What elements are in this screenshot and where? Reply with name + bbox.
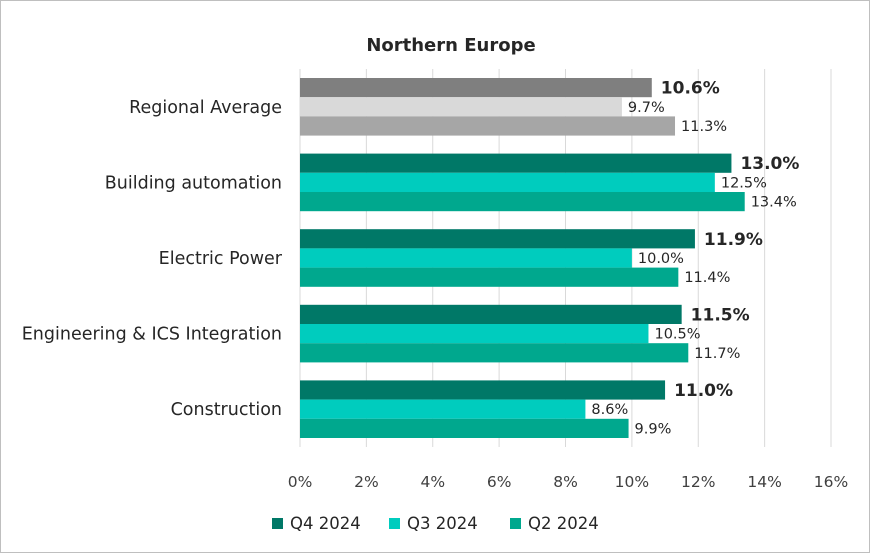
x-tick-label: 2% [354,473,379,491]
data-label: 10.6% [661,79,720,99]
x-tick-label: 10% [615,473,649,491]
legend-swatch [389,518,400,529]
value-labels: 10.6%9.7%11.3%13.0%12.5%13.4%11.9%10.0%1… [591,79,799,438]
category-labels: Regional Average Building automation Elect… [22,98,283,420]
x-tick-label: 4% [420,473,445,491]
bar-q4-2024 [300,304,682,324]
bar-q3-2024 [300,399,586,419]
x-tick-label: 14% [747,473,781,491]
legend: Q4 2024 Q3 2024 Q2 2024 [272,514,599,533]
data-label: 11.0% [674,381,733,401]
data-label: 11.5% [691,305,750,325]
category-label: Building automation [105,173,282,193]
bar-q4-2024 [300,380,666,400]
legend-label: Q4 2024 [290,514,361,533]
data-label: 11.9% [704,230,763,250]
bar-q4-2024 [300,229,695,249]
bar-q2-2024 [300,192,745,212]
bar-q2-2024 [300,343,689,363]
category-label: Electric Power [159,249,283,269]
bar-q3-2024 [300,324,649,344]
data-label: 10.0% [638,251,684,267]
data-label: 11.3% [681,119,727,135]
legend-swatch [510,518,521,529]
x-tick-label: 8% [553,473,578,491]
data-label: 13.4% [751,195,797,211]
bar-q3-2024 [300,97,622,117]
category-label: Engineering & ICS Integration [22,325,282,345]
x-tick-label: 6% [487,473,512,491]
data-label: 8.6% [591,402,628,418]
data-label: 9.9% [635,421,672,437]
x-tick-label: 16% [814,473,848,491]
bar-q4-2024 [300,153,732,173]
data-label: 12.5% [721,175,767,191]
bar-q3-2024 [300,248,632,268]
x-tick-label: 0% [288,473,313,491]
category-label: Construction [171,400,282,420]
bar-q4-2024 [300,78,652,98]
legend-label: Q3 2024 [407,514,478,533]
chart-title: Northern Europe [366,35,535,56]
data-label: 13.0% [740,154,799,174]
bar-q3-2024 [300,172,715,192]
bars [300,78,745,438]
data-label: 9.7% [628,100,665,116]
legend-swatch [272,518,283,529]
bar-q2-2024 [300,267,679,287]
data-label: 10.5% [654,327,700,343]
data-label: 11.4% [684,270,730,286]
x-axis-ticks: 0% 2% 4% 6% 8% 10% 12% 14% 16% [288,473,849,491]
category-label: Regional Average [129,98,282,118]
bar-q2-2024 [300,418,629,438]
data-label: 11.7% [694,346,740,362]
legend-label: Q2 2024 [528,514,599,533]
x-tick-label: 12% [681,473,715,491]
bar-q2-2024 [300,116,676,136]
